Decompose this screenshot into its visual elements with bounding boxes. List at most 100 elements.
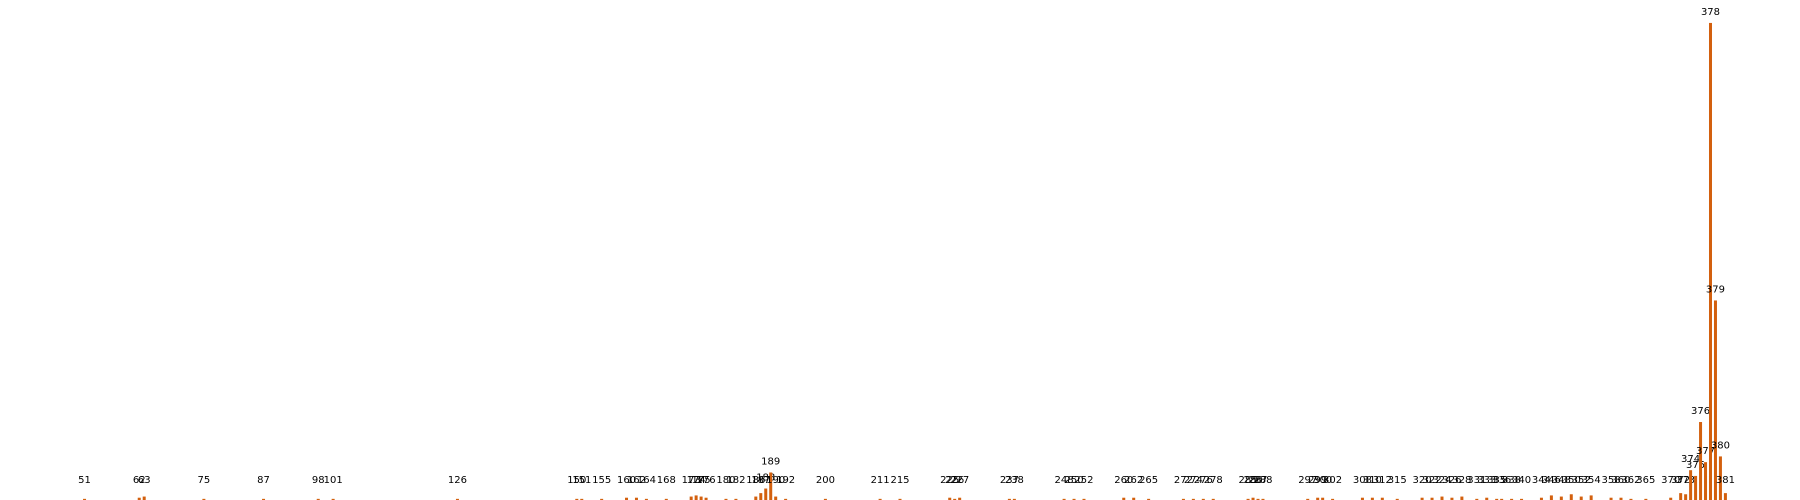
bar: [1629, 498, 1633, 500]
bar-label: 322: [1422, 475, 1441, 486]
bar: [1370, 497, 1374, 500]
bar: [1062, 498, 1066, 500]
bar: [1072, 498, 1076, 500]
bar: [759, 493, 763, 500]
bar-label: 238: [1005, 475, 1024, 486]
bar-label: 360: [1611, 475, 1630, 486]
bar-label: 336: [1492, 475, 1511, 486]
bar-label: 374: [1681, 454, 1700, 465]
bar-label: 176: [697, 475, 716, 486]
bar-label: 192: [776, 475, 795, 486]
bar: [1704, 462, 1708, 500]
bar-label: 302: [1323, 475, 1342, 486]
bar-label: 150: [567, 475, 586, 486]
bar-label: 288: [1253, 475, 1272, 486]
bar-label: 62: [133, 475, 146, 486]
bar-label: 285: [1239, 475, 1258, 486]
bar-label: 126: [448, 475, 467, 486]
bar-label: 377: [1696, 446, 1715, 457]
bar-label: 168: [657, 475, 676, 486]
bar: [1559, 496, 1563, 500]
bar: [1246, 498, 1250, 500]
bar-label: 248: [1055, 475, 1074, 486]
bar: [1684, 494, 1688, 500]
bar-label: 174: [687, 475, 706, 486]
bar: [1256, 498, 1260, 500]
bar: [704, 497, 708, 500]
bar-label: 250: [1064, 475, 1083, 486]
bar: [1306, 498, 1310, 500]
bar-label: 381: [1716, 475, 1735, 486]
bar: [1539, 497, 1543, 500]
bar-label: 299: [1308, 475, 1327, 486]
bar: [625, 497, 629, 500]
bar-label: 338: [1502, 475, 1521, 486]
bar-label: 328: [1452, 475, 1471, 486]
bar: [1316, 497, 1320, 500]
bar-label: 215: [890, 475, 909, 486]
bar-label: 333: [1477, 475, 1496, 486]
bar: [1669, 497, 1673, 500]
bar: [455, 498, 459, 500]
bar: [580, 498, 584, 500]
bar: [262, 498, 266, 500]
bar: [1450, 497, 1454, 500]
bar-label: 278: [1204, 475, 1223, 486]
bar: [1122, 497, 1126, 500]
bar-label: 362: [1621, 475, 1640, 486]
bar-label: 188: [756, 473, 775, 484]
bar-label: 225: [940, 475, 959, 486]
bar-label: 101: [324, 475, 343, 486]
bar-label: 182: [726, 475, 745, 486]
bar-label: 379: [1706, 284, 1725, 295]
bar: [1380, 497, 1384, 500]
bar-label: 164: [637, 475, 656, 486]
bar: [1132, 497, 1136, 500]
bar: [1007, 498, 1011, 500]
bar: [664, 498, 668, 500]
bar: [1495, 498, 1499, 500]
bar-label: 378: [1701, 7, 1720, 18]
bar: [1360, 497, 1364, 500]
bar-label: 200: [816, 475, 835, 486]
bar-label: 175: [692, 475, 711, 486]
bar-label: 252: [1074, 475, 1093, 486]
bar-label: 354: [1582, 475, 1601, 486]
bar: [1181, 498, 1185, 500]
bar: [1510, 498, 1514, 500]
bar: [600, 498, 604, 500]
bar-label: 190: [766, 475, 785, 486]
bar-label: 211: [871, 475, 890, 486]
bar: [83, 498, 87, 500]
bar-label: 63: [138, 475, 151, 486]
bar: [1708, 22, 1712, 500]
bar: [202, 498, 206, 500]
bar-label: 287: [1248, 475, 1267, 486]
bar-label: 173: [682, 475, 701, 486]
bar: [1609, 497, 1613, 500]
bar: [754, 496, 758, 500]
bar-label: 265: [1139, 475, 1158, 486]
bar: [1430, 497, 1434, 500]
bar: [948, 497, 952, 500]
bar: [1589, 495, 1593, 500]
bar: [634, 497, 638, 500]
bar: [1679, 493, 1683, 500]
bar-label: 297: [1298, 475, 1317, 486]
bar-label: 160: [617, 475, 636, 486]
bar-label: 286: [1243, 475, 1262, 486]
bar: [699, 496, 703, 500]
bar-label: 51: [78, 475, 91, 486]
bar-label: 310: [1363, 475, 1382, 486]
bar: [1569, 494, 1573, 500]
bar: [1460, 496, 1464, 500]
bar: [1619, 497, 1623, 500]
bar: [1694, 475, 1698, 500]
bar-label: 276: [1194, 475, 1213, 486]
bar: [769, 472, 773, 500]
bar: [823, 498, 827, 500]
bar-label: 375: [1686, 460, 1705, 471]
bar-label: 358: [1602, 475, 1621, 486]
